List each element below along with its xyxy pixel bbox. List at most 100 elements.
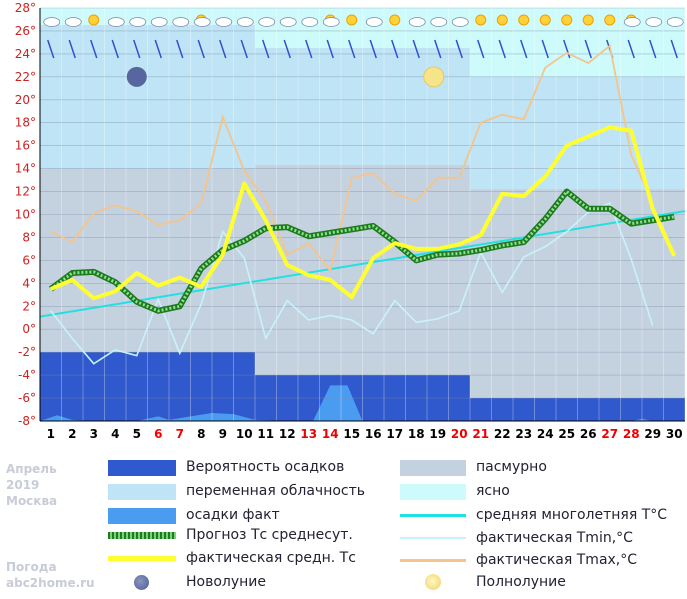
- wind-arrow-icon: [541, 39, 549, 59]
- legend-label-clear: ясно: [476, 483, 510, 499]
- sun-icon: [582, 14, 594, 26]
- legend-label-full-moon: Полнолуние: [476, 574, 566, 590]
- series-actual-avg-line: [49, 125, 677, 301]
- wind-arrow-icon: [649, 39, 657, 59]
- weather-icon-6: [150, 17, 168, 59]
- wind-arrow-icon: [563, 39, 571, 59]
- sun-icon: [496, 14, 508, 26]
- year-label: 2019: [6, 478, 40, 492]
- wind-arrow-icon: [219, 39, 227, 59]
- cloud-icon: [301, 17, 319, 27]
- y-tick-label: 0°: [22, 322, 36, 336]
- x-tick-label: 23: [515, 427, 532, 441]
- x-tick-label: 30: [666, 427, 683, 441]
- legend-label-precip-fact: осадки факт: [186, 507, 280, 523]
- cloud-icon: [172, 17, 190, 27]
- cloud-icon: [666, 17, 684, 27]
- full-moon-icon: [425, 574, 441, 590]
- weather-chart: -8° -6° -4° -2° 0° 2° 4° 6° 8° 10° 12° 14° 16° 18° 20°…: [15, 1, 686, 441]
- wind-arrow-icon: [197, 39, 205, 59]
- x-tick-label: 20: [451, 427, 468, 441]
- y-axis: -8° -6° -4° -2° 0° 2° 4° 6° 8° 10° 12° 14° 16° 18° 20°…: [15, 1, 41, 428]
- legend-swatch-precip-prob: [108, 460, 176, 476]
- x-tick-label: 17: [386, 427, 403, 441]
- y-tick-label: 12°: [15, 185, 36, 199]
- weather-icon-20: [451, 17, 469, 59]
- weather-icon-1: [43, 17, 61, 59]
- y-tick-label: -4°: [18, 368, 36, 382]
- weather-icon-12: [279, 17, 297, 59]
- cloud-icon: [279, 17, 297, 27]
- weather-icon-10: [236, 17, 254, 59]
- sun-icon: [389, 14, 401, 26]
- cloud-icon: [645, 17, 663, 27]
- wind-arrow-icon: [283, 39, 291, 59]
- x-tick-label: 19: [429, 427, 446, 441]
- legend-swatch-tmin: [400, 537, 466, 539]
- x-tick-label: 27: [601, 427, 618, 441]
- weather-icon-22: [496, 14, 508, 59]
- weather-icon-2: [64, 17, 82, 59]
- city-label: Москва: [6, 494, 58, 508]
- site-label-2: abc2home.ru: [6, 576, 95, 590]
- weather-icon-9: [215, 17, 233, 59]
- cloud-icon: [64, 17, 82, 27]
- x-tick-label: 8: [197, 427, 205, 441]
- weather-icon-14: [322, 14, 340, 59]
- legend-label-new-moon: Новолуние: [186, 574, 267, 590]
- wind-arrow-icon: [47, 39, 55, 59]
- cloud-icon: [258, 17, 276, 27]
- x-tick-label: 28: [623, 427, 640, 441]
- wind-arrow-icon: [348, 39, 356, 59]
- wind-arrow-icon: [520, 39, 528, 59]
- wind-arrow-icon: [455, 39, 463, 59]
- legend-label-tmin: фактическая Tmin,°C: [476, 530, 633, 546]
- x-tick-label: 10: [236, 427, 253, 441]
- weather-icon-7: [172, 17, 190, 59]
- sun-icon: [604, 14, 616, 26]
- x-tick-label: 11: [257, 427, 274, 441]
- wind-arrow-icon: [498, 39, 506, 59]
- y-tick-label: -8°: [18, 414, 36, 428]
- x-tick-label: 15: [343, 427, 360, 441]
- sun-icon: [539, 14, 551, 26]
- x-tick-label: 26: [580, 427, 597, 441]
- legend-label-longterm: средняя многолетняя T°C: [476, 507, 668, 523]
- legend-swatch-overcast: [400, 460, 466, 476]
- wind-arrow-icon: [391, 39, 399, 59]
- wind-arrow-icon: [133, 39, 141, 59]
- series-longterm-line: [39, 210, 686, 318]
- cloud-icon: [408, 17, 426, 27]
- month-label: Апрель: [6, 462, 57, 476]
- y-tick-label: 18°: [15, 116, 36, 130]
- legend-swatch-tmax: [400, 559, 466, 562]
- cloud-icon: [451, 17, 469, 27]
- series-forecast-line: [49, 189, 675, 313]
- sun-icon: [518, 14, 530, 26]
- weather-icon-30: [666, 17, 684, 59]
- legend-swatch-partly: [108, 484, 176, 500]
- legend-label-actual-avg: фактическая средн. Тс: [186, 550, 356, 566]
- cloud-icon: [193, 17, 211, 27]
- weather-icon-17: [389, 14, 401, 59]
- wind-arrow-icon: [477, 39, 485, 59]
- new-moon-icon: [134, 575, 149, 590]
- legend-label-partly: переменная облачность: [186, 483, 366, 499]
- wind-arrow-icon: [369, 39, 377, 59]
- weather-icon-3: [88, 14, 100, 59]
- moon-markers: [126, 66, 445, 88]
- cloud-icon: [107, 17, 125, 27]
- x-tick-label: 16: [365, 427, 382, 441]
- weather-icon-4: [107, 17, 125, 59]
- x-tick-label: 24: [537, 427, 554, 441]
- legend-label-tmax: фактическая Tmax,°C: [476, 552, 638, 568]
- weather-icon-26: [582, 14, 594, 59]
- weather-icon-25: [561, 14, 573, 59]
- x-tick-label: 14: [322, 427, 339, 441]
- x-tick-label: 1: [47, 427, 55, 441]
- y-tick-label: 16°: [15, 139, 36, 153]
- y-tick-label: 20°: [15, 93, 36, 107]
- x-tick-label: 29: [644, 427, 661, 441]
- wind-arrow-icon: [154, 39, 162, 59]
- series-tmin-line: [50, 201, 654, 365]
